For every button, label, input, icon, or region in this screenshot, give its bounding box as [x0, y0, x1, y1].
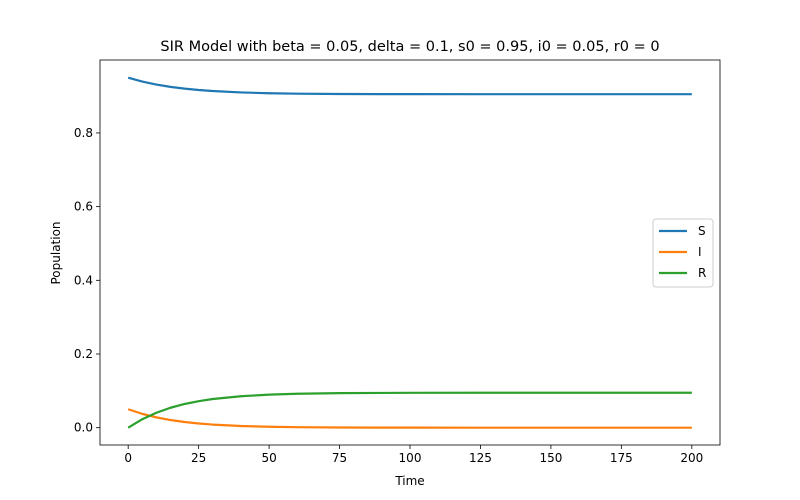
x-tick-label: 75 — [332, 451, 347, 465]
y-axis-label: Population — [49, 221, 63, 284]
x-tick-label: 125 — [469, 451, 492, 465]
legend-label-s: S — [698, 224, 706, 238]
series-line-r — [127, 391, 692, 429]
x-tick-label: 0 — [124, 451, 132, 465]
y-tick-label: 0.2 — [74, 347, 93, 361]
legend: SIR — [652, 218, 714, 288]
x-tick-label: 50 — [261, 451, 276, 465]
legend-label-r: R — [698, 266, 706, 280]
x-tick-label: 150 — [539, 451, 562, 465]
series-line-i — [127, 408, 692, 429]
y-tick-label: 0.0 — [74, 421, 93, 435]
x-tick-label: 200 — [680, 451, 703, 465]
x-axis-label: Time — [394, 474, 424, 488]
y-tick-label: 0.6 — [74, 200, 93, 214]
legend-label-i: I — [698, 245, 702, 259]
series-line-s — [127, 76, 692, 96]
x-tick-label: 175 — [610, 451, 633, 465]
x-axis: 0 25 50 75 100 125 150 175 200 — [124, 445, 703, 465]
chart-title: SIR Model with beta = 0.05, delta = 0.1,… — [160, 39, 659, 55]
x-tick-label: 100 — [399, 451, 422, 465]
x-tick-label: 25 — [191, 451, 206, 465]
y-axis: 0.0 0.2 0.4 0.6 0.8 — [74, 126, 100, 435]
y-tick-label: 0.8 — [74, 126, 93, 140]
y-tick-label: 0.4 — [74, 273, 93, 287]
series-group — [127, 76, 692, 429]
